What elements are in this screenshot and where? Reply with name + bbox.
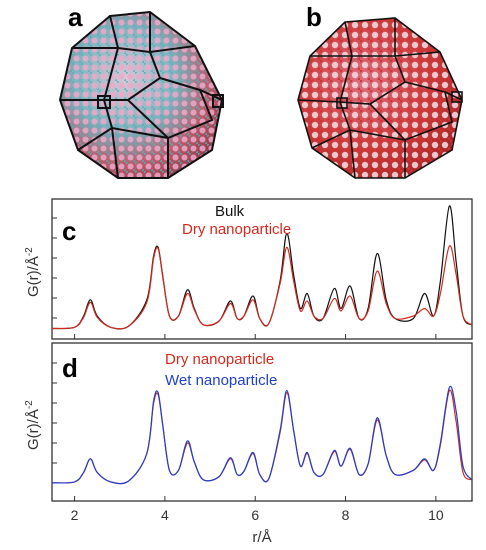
chart-c-frame <box>51 198 473 340</box>
chart-d-legend-dry: Dry nanoparticle <box>165 351 274 368</box>
chart-d-xticks <box>74 496 437 501</box>
x-tick-label-8: 8 <box>342 507 350 523</box>
x-tick-label-6: 6 <box>251 507 259 523</box>
series-line-0-1 <box>51 245 473 330</box>
panel-c-letter: c <box>62 216 76 246</box>
x-tick-label-4: 4 <box>161 507 169 523</box>
panel-b-nanoparticle: b <box>297 2 463 179</box>
nanoparticle-a-wireframe <box>58 10 224 179</box>
chart-c-legend-bulk: Bulk <box>215 203 245 220</box>
chart-d-xticklabels: 2 4 6 8 10 <box>71 507 444 523</box>
chart-d-legend-wet: Wet nanoparticle <box>165 372 277 389</box>
chart-d-xlabel: r/Å <box>252 529 271 546</box>
panel-a-nanoparticle: a <box>58 2 224 179</box>
chart-d: d Dry nanoparticle Wet nanoparticle G(r)… <box>24 342 473 546</box>
chart-c-ylabel-main: G(r)/Å <box>25 256 42 297</box>
x-tick-label-2: 2 <box>71 507 79 523</box>
panel-a-letter: a <box>68 2 83 32</box>
chart-c-ylabel: G(r)/Å-2 <box>24 247 42 297</box>
chart-d-ylabel-main: G(r)/Å <box>25 409 42 450</box>
panel-d-letter: d <box>62 353 78 383</box>
x-tick-label-10: 10 <box>428 507 444 523</box>
chart-c-lines <box>51 205 473 330</box>
series-line-1-1 <box>51 385 473 485</box>
nanoparticle-b-wireframe <box>297 17 463 179</box>
chart-c-yticks <box>52 217 57 319</box>
chart-c-xticks <box>74 334 437 339</box>
panel-b-letter: b <box>306 2 322 32</box>
chart-c-ylabel-exponent: -2 <box>24 247 35 256</box>
chart-c-legend-dry: Dry nanoparticle <box>182 221 291 238</box>
chart-d-lines <box>51 385 473 485</box>
chart-d-ylabel-exponent: -2 <box>24 400 35 409</box>
chart-c: c Bulk Dry nanoparticle G(r)/Å-2 <box>24 198 473 340</box>
chart-d-ylabel: G(r)/Å-2 <box>24 400 42 450</box>
